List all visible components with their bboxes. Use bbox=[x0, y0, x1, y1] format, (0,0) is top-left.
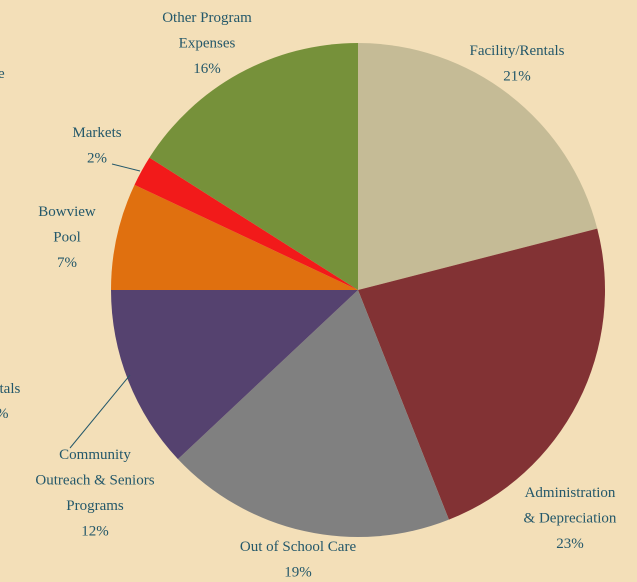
pie-slice bbox=[177, 290, 449, 537]
clipped-text: ntals bbox=[0, 381, 20, 397]
slice-label: Markets bbox=[72, 125, 121, 141]
slice-label: Bowview Pool bbox=[38, 204, 96, 246]
pie-slice bbox=[149, 43, 358, 290]
slice-label: Out of School Care bbox=[240, 539, 357, 555]
clipped-text: e bbox=[0, 66, 5, 82]
leader-line bbox=[69, 374, 131, 449]
slice-value-label: 12% bbox=[81, 524, 109, 540]
slice-value-label: 2% bbox=[87, 151, 107, 167]
pie-slice bbox=[134, 157, 358, 290]
clipped-text: % bbox=[0, 406, 9, 422]
slice-value-label: 21% bbox=[503, 69, 531, 85]
pie-slice bbox=[111, 290, 358, 460]
pie-slice bbox=[111, 184, 358, 290]
slice-value-label: 16% bbox=[193, 61, 221, 77]
leader-line bbox=[111, 163, 141, 172]
slice-label: Community Outreach & Seniors Programs bbox=[35, 447, 154, 514]
slice-value-label: 19% bbox=[284, 565, 312, 581]
slice-label: Administration & Depreciation bbox=[524, 485, 617, 527]
pie-slice bbox=[358, 228, 605, 520]
pie-slice bbox=[358, 43, 598, 290]
slice-label: Other Program Expenses bbox=[162, 10, 252, 52]
slice-value-label: 7% bbox=[57, 255, 77, 271]
slice-value-label: 23% bbox=[556, 536, 584, 552]
slice-label: Facility/Rentals bbox=[470, 43, 565, 59]
